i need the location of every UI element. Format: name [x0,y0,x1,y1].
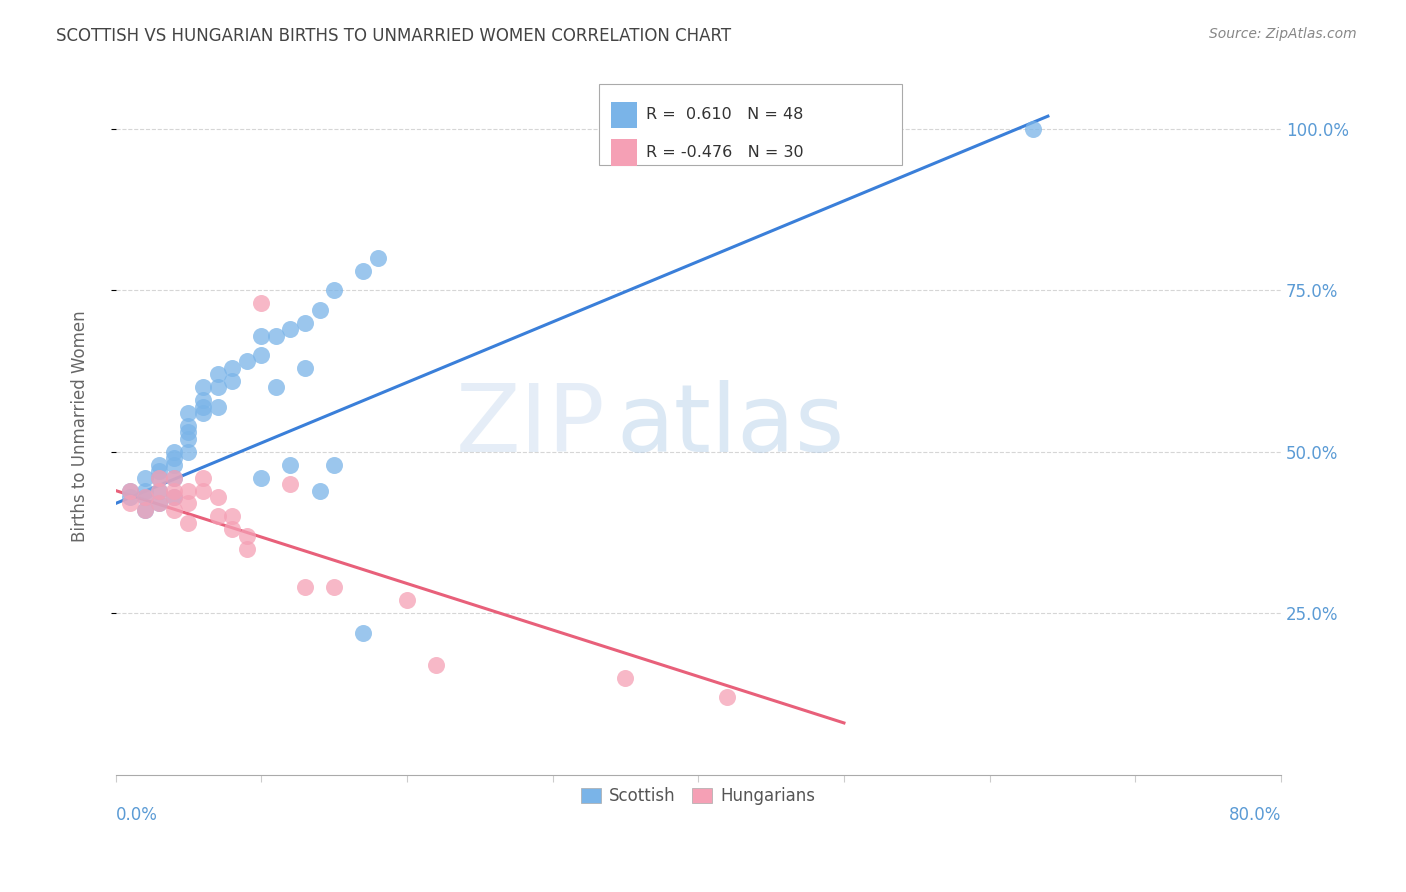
Point [177,425,200,440]
Point [148,496,170,510]
Point [120,483,142,498]
Point [207,380,229,394]
Point [264,380,287,394]
Point [148,458,170,472]
Point [294,360,316,375]
Point [207,400,229,414]
Point [207,490,229,504]
Point [163,445,186,459]
Point [148,470,170,484]
Point [250,348,273,362]
Point [134,470,156,484]
Point [323,284,346,298]
Point [120,483,142,498]
Point [148,470,170,484]
Point [163,470,186,484]
Point [163,490,186,504]
Point [207,509,229,524]
Text: atlas: atlas [617,380,845,472]
Bar [610,139,637,166]
Point [191,380,214,394]
Point [191,400,214,414]
Point [250,470,273,484]
Point [367,251,389,265]
Point [177,445,200,459]
Y-axis label: Births to Unmarried Women: Births to Unmarried Women [72,310,89,541]
Point [134,503,156,517]
Point [614,671,637,685]
Point [425,657,447,672]
Point [323,458,346,472]
Point [177,432,200,446]
Point [308,483,330,498]
Point [207,368,229,382]
Point [308,302,330,317]
Point [120,490,142,504]
Point [280,477,302,491]
Point [221,374,243,388]
Text: R = -0.476   N = 30: R = -0.476 N = 30 [645,145,803,160]
Point [191,406,214,420]
Text: R =  0.610   N = 48: R = 0.610 N = 48 [645,107,803,122]
Bar [610,102,637,128]
Point [163,490,186,504]
Point [134,503,156,517]
Point [280,322,302,336]
Point [177,516,200,530]
Text: ZIP: ZIP [456,380,605,472]
Text: 80.0%: 80.0% [1229,806,1281,824]
Point [250,328,273,343]
Point [323,580,346,594]
Point [120,496,142,510]
Point [177,496,200,510]
Point [163,451,186,466]
FancyBboxPatch shape [599,85,903,165]
Point [163,483,186,498]
Legend: Scottish, Hungarians: Scottish, Hungarians [574,780,823,812]
Point [148,496,170,510]
Text: SCOTTISH VS HUNGARIAN BIRTHS TO UNMARRIED WOMEN CORRELATION CHART: SCOTTISH VS HUNGARIAN BIRTHS TO UNMARRIE… [56,27,731,45]
Point [352,264,374,278]
Point [716,690,738,705]
Point [163,503,186,517]
Text: Source: ZipAtlas.com: Source: ZipAtlas.com [1209,27,1357,41]
Point [1022,122,1045,136]
Point [221,522,243,536]
Point [294,316,316,330]
Point [177,406,200,420]
Point [395,593,418,607]
Point [221,509,243,524]
Point [163,458,186,472]
Point [148,464,170,478]
Point [148,483,170,498]
Point [177,483,200,498]
Point [134,490,156,504]
Point [235,529,257,543]
Point [134,490,156,504]
Point [177,419,200,434]
Point [148,483,170,498]
Point [191,470,214,484]
Point [134,483,156,498]
Point [235,541,257,556]
Point [352,625,374,640]
Point [235,354,257,368]
Point [250,296,273,310]
Point [163,470,186,484]
Point [280,458,302,472]
Text: 0.0%: 0.0% [115,806,157,824]
Point [221,360,243,375]
Point [294,580,316,594]
Point [191,393,214,408]
Point [264,328,287,343]
Point [191,483,214,498]
